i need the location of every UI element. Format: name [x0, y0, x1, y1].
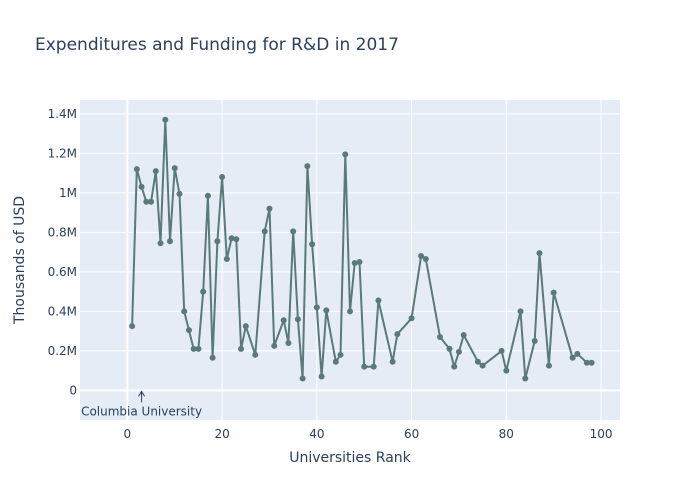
data-point: [290, 228, 297, 235]
data-point: [583, 359, 590, 366]
data-point: [285, 339, 292, 346]
series-line: [131, 118, 592, 380]
data-point: [394, 331, 401, 338]
data-point: [389, 358, 396, 365]
y-tick-label: 0.4M: [48, 304, 77, 318]
data-point: [588, 359, 595, 366]
data-point: [550, 289, 557, 296]
y-tick-label: 0.2M: [48, 344, 77, 358]
data-point: [129, 323, 136, 330]
data-point: [252, 351, 259, 358]
data-point: [451, 363, 458, 370]
annotation-label: Columbia University: [81, 404, 202, 418]
data-point: [294, 316, 301, 323]
y-axis-title: Thousands of USD: [12, 196, 28, 325]
annotation-arrowhead: [138, 390, 146, 397]
data-point: [233, 236, 240, 243]
y-tick-label: 1.4M: [48, 107, 77, 121]
data-point: [176, 190, 183, 197]
data-point: [261, 228, 268, 235]
data-point: [437, 334, 443, 341]
x-tick-label: 60: [404, 427, 419, 441]
x-axis-title: Universities Rank: [289, 450, 411, 466]
data-point: [422, 256, 429, 263]
data-point: [375, 297, 382, 304]
data-point: [408, 315, 415, 322]
data-point: [238, 345, 245, 352]
data-point: [361, 363, 368, 370]
data-point: [498, 347, 505, 354]
data-point: [181, 308, 188, 315]
data-point: [185, 327, 192, 334]
data-point: [342, 151, 349, 158]
data-point: [133, 166, 140, 173]
y-tick-label: 1M: [59, 186, 77, 200]
y-tick-label: 0.6M: [48, 265, 77, 279]
data-point: [337, 351, 344, 358]
data-point: [309, 241, 316, 248]
x-tick-label: 0: [124, 427, 132, 441]
data-point: [162, 116, 169, 123]
data-point: [313, 304, 320, 311]
x-tick-label: 100: [590, 427, 613, 441]
data-point: [332, 358, 339, 365]
data-point: [219, 174, 226, 181]
data-point: [167, 238, 173, 245]
data-point: [271, 342, 278, 349]
data-point: [479, 362, 486, 369]
annotation-layer: Columbia University: [81, 390, 202, 418]
tick-labels: 0 20 40 60 80 100 0 0.2M 0.4M 0.6M 0.8M 1M 1.2M 1.4M: [48, 107, 613, 441]
data-point: [347, 308, 353, 315]
data-point: [304, 163, 311, 170]
data-point: [418, 253, 425, 260]
data-point: [569, 354, 576, 361]
data-point: [299, 375, 306, 382]
data-point: [574, 350, 581, 357]
data-point: [228, 235, 235, 242]
data-point: [545, 362, 552, 369]
data-point: [204, 192, 211, 199]
data-point: [157, 240, 164, 247]
data-point: [455, 348, 462, 355]
data-point: [517, 308, 524, 315]
data-point: [195, 345, 202, 352]
data-point: [531, 337, 538, 344]
data-point: [200, 288, 207, 295]
data-point: [190, 345, 197, 352]
data-point: [474, 358, 481, 365]
data-point: [522, 375, 529, 382]
y-tick-label: 0.8M: [48, 225, 77, 239]
data-point: [138, 183, 145, 190]
data-point: [209, 354, 216, 361]
data-point: [351, 259, 358, 266]
data-point: [143, 198, 150, 205]
x-tick-label: 40: [309, 427, 324, 441]
y-tick-label: 0: [69, 383, 77, 397]
y-tick-label: 1.2M: [48, 146, 77, 160]
data-point: [171, 165, 178, 172]
data-point: [280, 317, 287, 324]
grid: [80, 100, 620, 420]
data-point: [460, 332, 467, 339]
data-point: [446, 345, 453, 352]
x-tick-label: 20: [214, 427, 229, 441]
data-point: [536, 250, 543, 257]
data-point: [370, 363, 377, 370]
series-layer: [129, 116, 595, 382]
x-tick-label: 80: [499, 427, 514, 441]
data-point: [323, 307, 330, 314]
data-point: [318, 373, 325, 380]
chart-title: Expenditures and Funding for R&D in 2017: [35, 35, 399, 55]
data-point: [214, 238, 221, 245]
data-point: [242, 323, 249, 330]
data-point: [152, 168, 159, 175]
data-point: [356, 258, 363, 265]
data-point: [148, 198, 155, 205]
data-point: [503, 367, 510, 374]
data-point: [266, 205, 273, 212]
data-point: [223, 256, 230, 263]
